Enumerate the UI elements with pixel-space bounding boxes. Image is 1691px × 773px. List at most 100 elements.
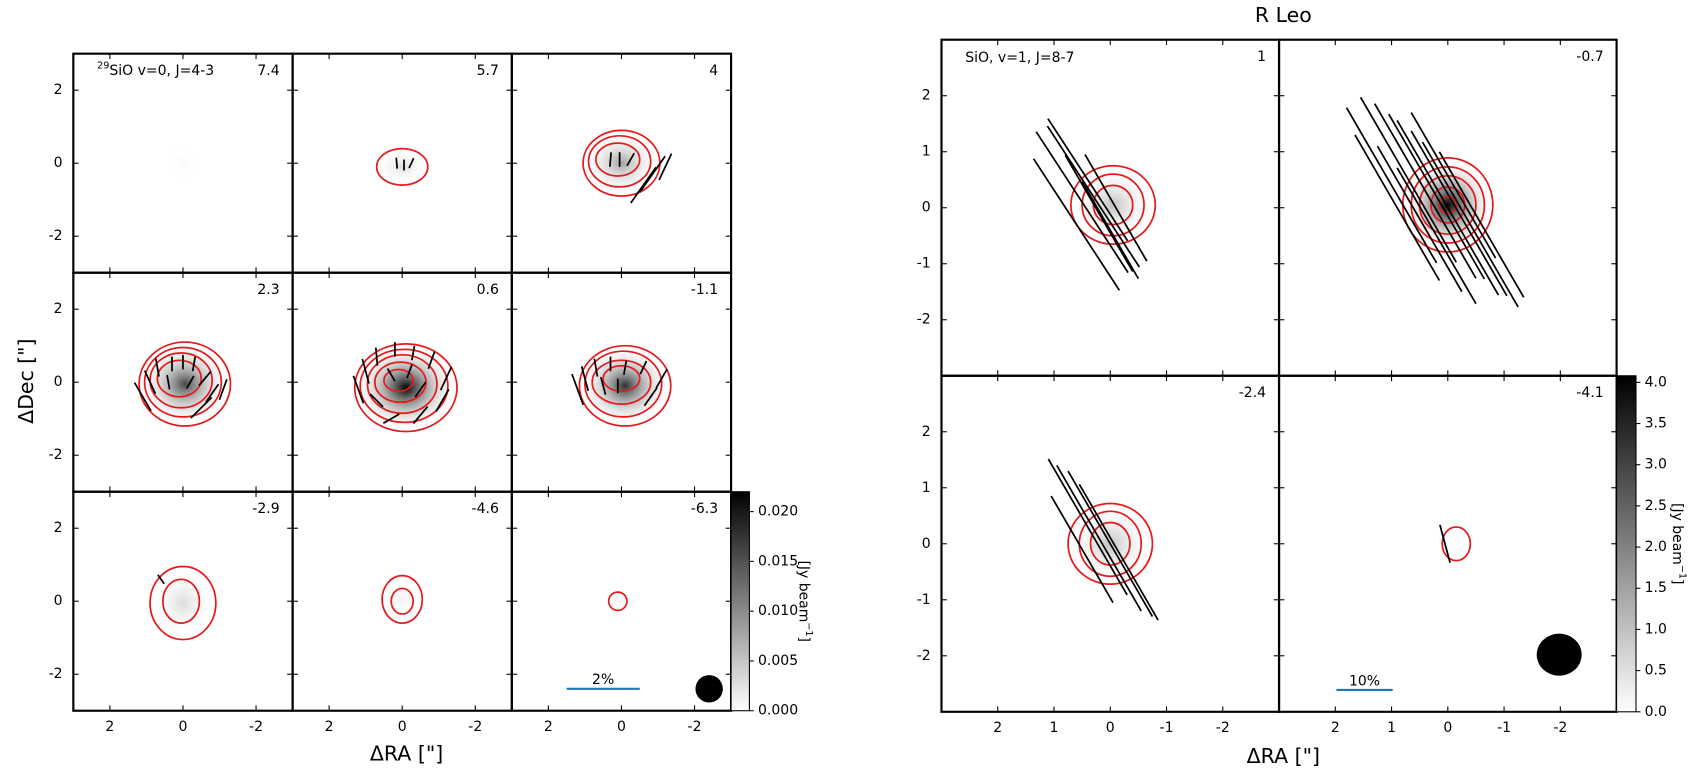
x-tick-label: -2 bbox=[249, 719, 263, 735]
colorbar-tick-label: 0.020 bbox=[758, 504, 798, 520]
y-tick-label: -2 bbox=[49, 447, 63, 463]
x-tick-label: 2 bbox=[1331, 720, 1340, 736]
velocity-label: 7.4 bbox=[257, 63, 279, 79]
line-name: SiO v=0, J=4-3 bbox=[109, 63, 214, 79]
x-tick-label: -2 bbox=[1216, 720, 1230, 736]
y-tick-label: 0 bbox=[54, 593, 63, 609]
velocity-label: 2.3 bbox=[257, 282, 279, 298]
colorbar-tick-label: 1.0 bbox=[1645, 621, 1667, 637]
colorbar-label: [Jy beam−1] bbox=[1669, 503, 1687, 584]
chart-title: R Leo bbox=[1255, 3, 1312, 27]
panel bbox=[165, 145, 202, 182]
y-tick-label: 0 bbox=[54, 155, 63, 171]
y-tick-label: -1 bbox=[917, 256, 931, 272]
polarization-vector bbox=[396, 158, 397, 169]
beam bbox=[695, 675, 722, 702]
y-tick-label: -2 bbox=[49, 228, 63, 244]
x-tick-label: 2 bbox=[544, 719, 553, 735]
x-tick-label: -2 bbox=[1553, 720, 1567, 736]
y-tick-label: 2 bbox=[54, 301, 63, 317]
y-tick-label: 0 bbox=[54, 374, 63, 390]
y-tick-label: -2 bbox=[917, 648, 931, 664]
x-tick-label: 0 bbox=[1106, 720, 1115, 736]
colorbar-tick-label: 2.5 bbox=[1645, 498, 1667, 514]
x-tick-label: 0 bbox=[617, 719, 626, 735]
colorbar-label-text: ] bbox=[795, 637, 811, 642]
velocity-label: -0.7 bbox=[1576, 49, 1603, 65]
y-tick-label: 2 bbox=[54, 82, 63, 98]
colorbar-tick-label: 4.0 bbox=[1645, 374, 1667, 390]
x-tick-label: 2 bbox=[105, 719, 114, 735]
colorbar-tick-label: 2.0 bbox=[1645, 539, 1667, 555]
velocity-label: 1 bbox=[1257, 49, 1266, 65]
y-tick-label: 1 bbox=[922, 480, 931, 496]
velocity-label: -1.1 bbox=[691, 282, 718, 298]
beam bbox=[1537, 634, 1582, 676]
colorbar-label-exp: −1 bbox=[803, 622, 814, 636]
colorbar-tick-label: 3.5 bbox=[1645, 416, 1667, 432]
figure: -2 0 2 7.4 29SiO v=0, J=4-3 5.7 4 -2 0 2 2.3 0.6 -1.… bbox=[0, 0, 1691, 773]
y-tick-label: 0 bbox=[922, 200, 931, 216]
x-tick-label: 0 bbox=[1443, 720, 1452, 736]
colorbar-label: [Jy beam−1] bbox=[795, 561, 813, 642]
colorbar-tick-label: 0.005 bbox=[758, 653, 798, 669]
velocity-label: -4.6 bbox=[472, 501, 499, 517]
colorbar-label-text: ] bbox=[1669, 579, 1685, 584]
colorbar bbox=[1617, 376, 1636, 712]
panel bbox=[353, 342, 457, 431]
x-tick-label: 1 bbox=[1050, 720, 1059, 736]
panel bbox=[382, 576, 422, 623]
x-tick-label: 2 bbox=[325, 719, 334, 735]
panel bbox=[377, 149, 428, 186]
colorbar-tick-label: 0.5 bbox=[1645, 663, 1667, 679]
x-tick-label: 0 bbox=[398, 719, 407, 735]
line-name: SiO, v=1, J=8-7 bbox=[965, 50, 1074, 66]
panel bbox=[572, 346, 671, 426]
colorbar-tick-label: 0.010 bbox=[758, 603, 798, 619]
panel bbox=[135, 342, 231, 426]
colorbar-label-exp: −1 bbox=[1676, 565, 1687, 579]
x-axis-label: ΔRA ["] bbox=[1247, 744, 1320, 768]
panel bbox=[583, 130, 671, 203]
polarization-vector bbox=[659, 154, 671, 180]
velocity-label: -2.4 bbox=[1239, 385, 1266, 401]
x-axis-label: ΔRA ["] bbox=[370, 742, 443, 766]
colorbar-label-text: [Jy beam bbox=[795, 561, 811, 623]
velocity-label: 0.6 bbox=[477, 282, 499, 298]
velocity-label: -4.1 bbox=[1576, 385, 1603, 401]
y-tick-label: 1 bbox=[922, 144, 931, 160]
panel bbox=[1440, 525, 1470, 563]
panel bbox=[609, 592, 627, 610]
velocity-label: -2.9 bbox=[252, 501, 279, 517]
scale-bar-label: 10% bbox=[1349, 673, 1380, 689]
panel bbox=[150, 567, 216, 640]
colorbar-tick-label: 0.000 bbox=[758, 703, 798, 719]
scale-bar-label: 2% bbox=[592, 672, 614, 688]
velocity-label: 4 bbox=[709, 63, 718, 79]
y-tick-label: -1 bbox=[917, 592, 931, 608]
panel bbox=[1034, 119, 1156, 291]
line-label: SiO, v=1, J=8-7 bbox=[965, 50, 1074, 66]
velocity-label: -6.3 bbox=[691, 501, 718, 517]
x-tick-label: 1 bbox=[1387, 720, 1396, 736]
y-tick-label: 2 bbox=[922, 88, 931, 104]
y-tick-label: 2 bbox=[54, 520, 63, 536]
velocity-label: 5.7 bbox=[477, 63, 499, 79]
panel bbox=[1048, 459, 1158, 620]
y-tick-label: -2 bbox=[49, 666, 63, 682]
x-tick-label: -2 bbox=[468, 719, 482, 735]
x-tick-label: -1 bbox=[1160, 720, 1174, 736]
y-axis-label: ΔDec ["] bbox=[14, 339, 38, 424]
colorbar bbox=[731, 492, 749, 711]
line-label: 29SiO v=0, J=4-3 bbox=[97, 61, 214, 79]
colorbar-tick-label: 0.0 bbox=[1645, 704, 1667, 720]
panel bbox=[1347, 97, 1524, 307]
colorbar-tick-label: 0.015 bbox=[758, 553, 798, 569]
emission bbox=[165, 145, 202, 182]
x-tick-label: 0 bbox=[179, 719, 188, 735]
colorbar-tick-label: 1.5 bbox=[1645, 580, 1667, 596]
y-tick-label: -2 bbox=[917, 312, 931, 328]
y-tick-label: 0 bbox=[922, 536, 931, 552]
isotope: 29 bbox=[97, 61, 109, 72]
x-tick-label: -1 bbox=[1497, 720, 1511, 736]
